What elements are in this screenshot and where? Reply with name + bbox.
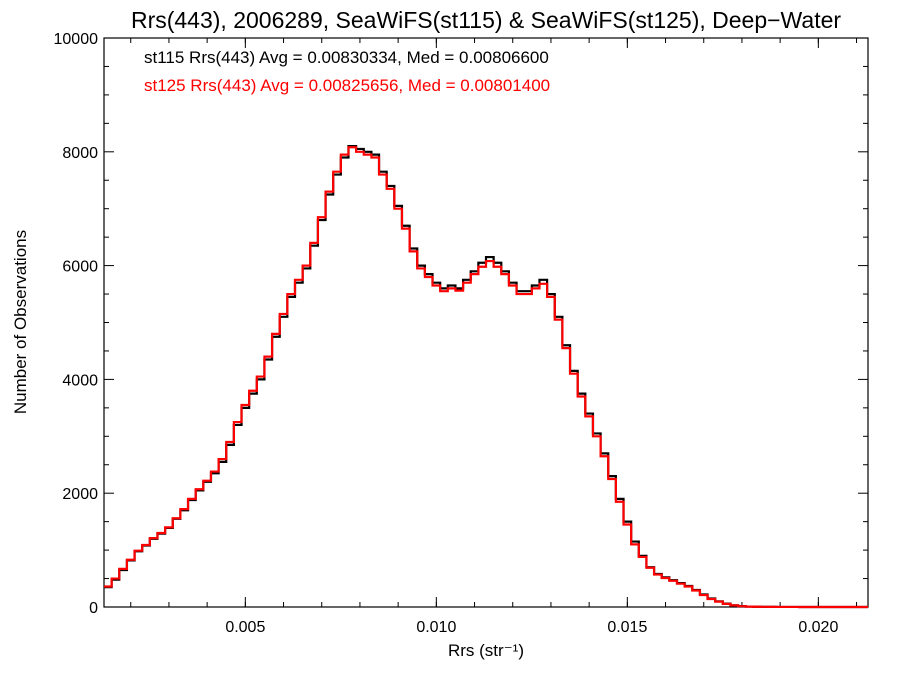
x-tick-label: 0.015 <box>607 619 647 636</box>
annotation-st125: st125 Rrs(443) Avg = 0.00825656, Med = 0… <box>144 76 550 95</box>
series-layer <box>104 145 868 609</box>
axis-ticks: 0.005 0.010 0.015 0.020 0 2000 4000 6000 8000 100… <box>54 31 868 636</box>
plot-area: 0.005 0.010 0.015 0.020 0 2000 4000 6000 8000 100… <box>54 31 869 636</box>
y-tick-label: 8000 <box>62 145 98 162</box>
y-tick-label: 2000 <box>62 486 98 503</box>
annotation-st115: st115 Rrs(443) Avg = 0.00830334, Med = 0… <box>144 48 549 67</box>
plot-frame <box>103 37 869 608</box>
x-axis-label: Rrs (str⁻¹) <box>448 641 524 660</box>
series-line-1 <box>104 146 868 609</box>
y-tick-label: 6000 <box>62 259 98 276</box>
y-tick-label: 0 <box>89 600 98 617</box>
x-tick-label: 0.005 <box>225 619 265 636</box>
series-line-0 <box>104 145 868 609</box>
x-tick-label: 0.010 <box>416 619 456 636</box>
x-tick-label: 0.020 <box>798 619 838 636</box>
y-tick-label: 10000 <box>54 31 99 48</box>
y-tick-label: 4000 <box>62 372 98 389</box>
chart-title: Rrs(443), 2006289, SeaWiFS(st115) & SeaW… <box>131 7 841 33</box>
y-axis-label: Number of Observations <box>11 230 30 414</box>
